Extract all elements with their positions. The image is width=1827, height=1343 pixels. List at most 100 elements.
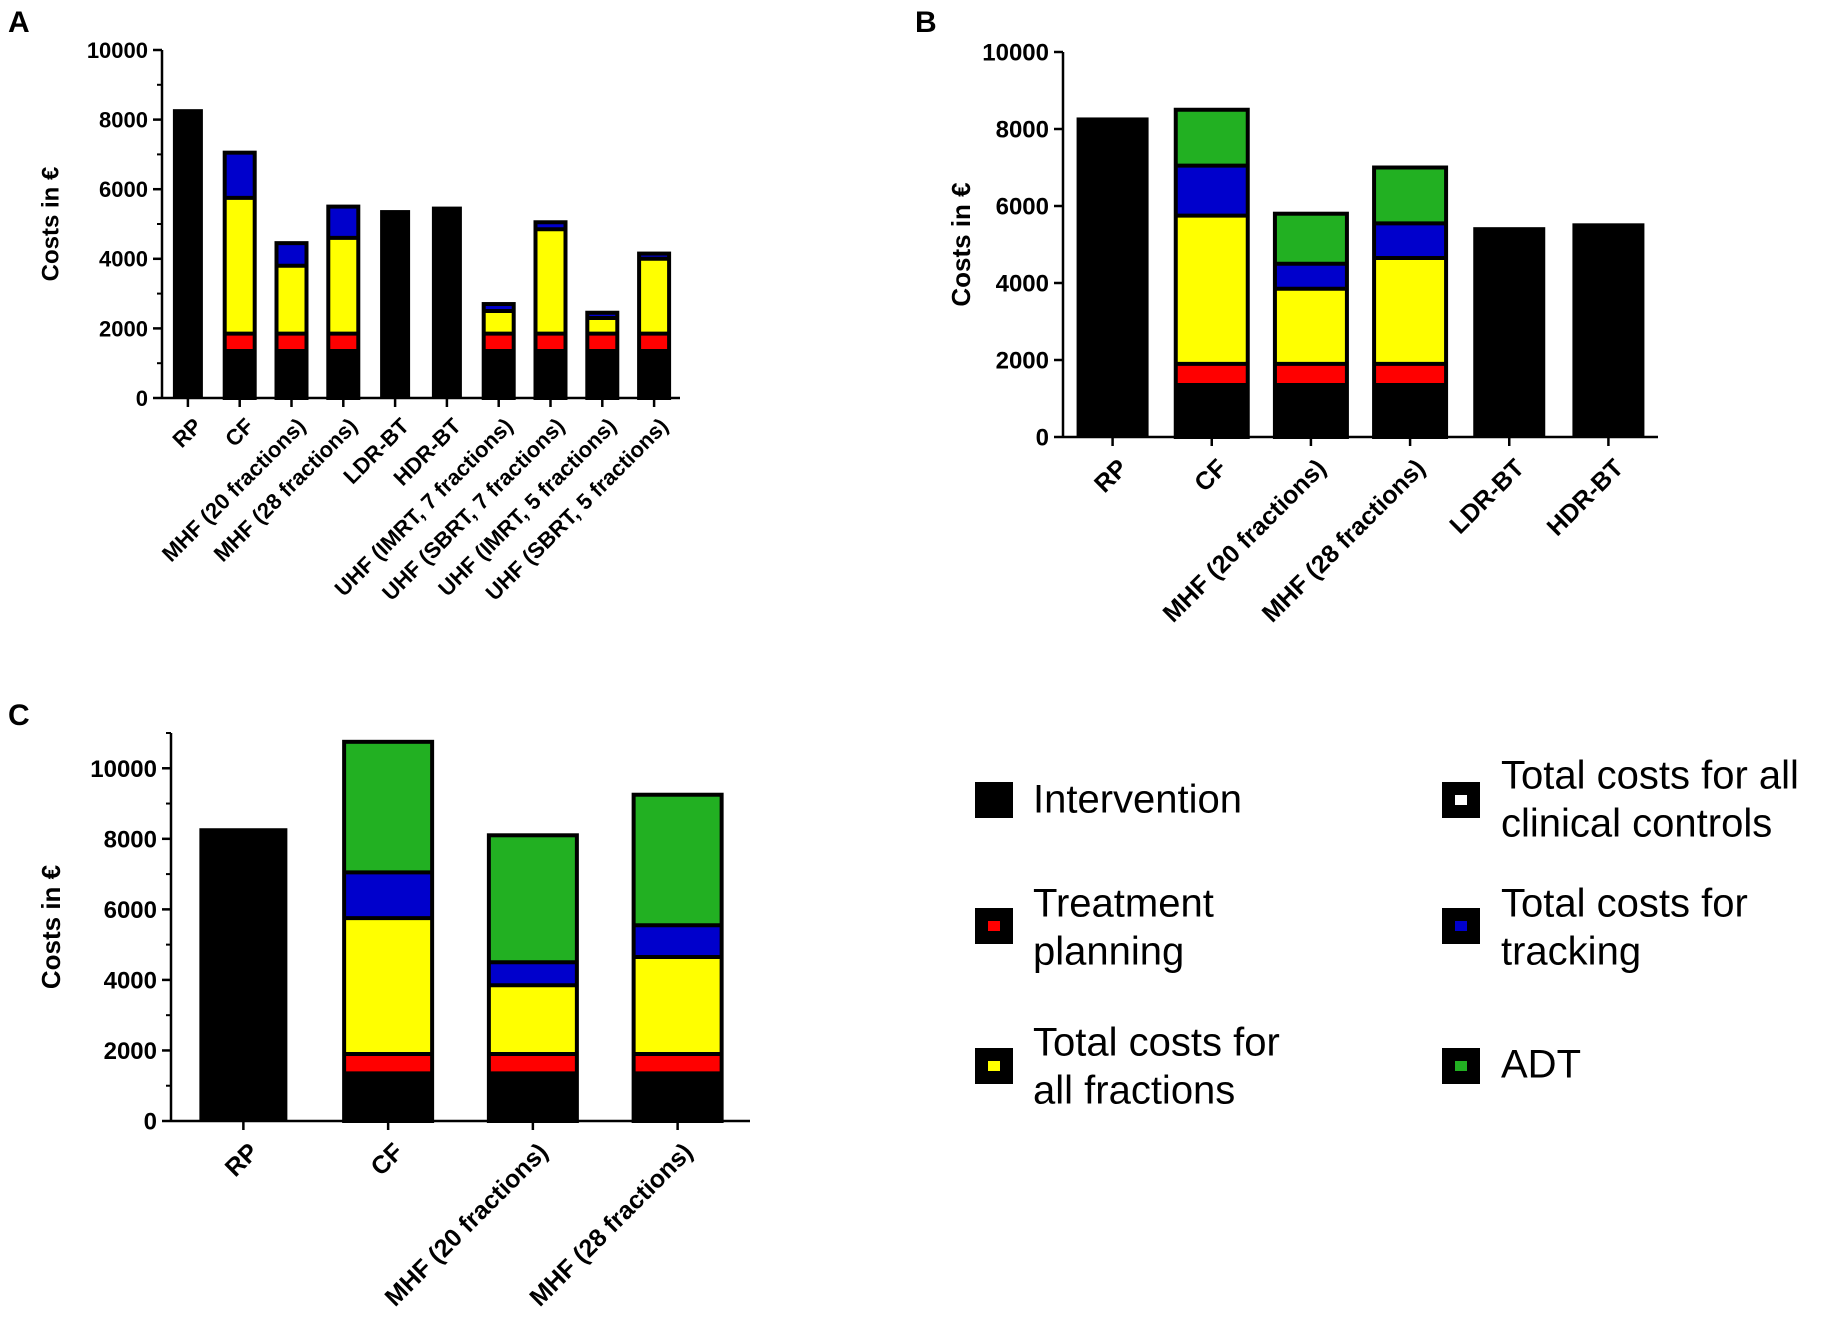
x-tick-label-c-rp: RP bbox=[220, 1138, 264, 1182]
legend-label-treatment-planning-0: Treatment bbox=[1033, 882, 1214, 926]
bar-a-uhf-imrt-7-fractions-treatment-planning bbox=[483, 333, 514, 352]
bar-a-cf-intervention bbox=[224, 351, 255, 398]
legend-label-total-costs-for-tracking-1: tracking bbox=[1501, 930, 1641, 974]
bar-a-cf-total-costs-for-all-fractions bbox=[224, 197, 255, 334]
y-tick-label-a-6000: 6000 bbox=[99, 177, 148, 202]
bar-b-mhf-20-fractions-adt bbox=[1274, 213, 1347, 264]
bar-b-cf-total-costs-for-tracking bbox=[1175, 165, 1248, 216]
bar-a-uhf-sbrt-5-fractions-treatment-planning bbox=[639, 333, 670, 352]
y-axis-title-a: Costs in € bbox=[37, 167, 64, 282]
bar-a-uhf-imrt-5-fractions-treatment-planning bbox=[587, 333, 618, 352]
y-tick-label-a-4000: 4000 bbox=[99, 247, 148, 272]
y-tick-label-c-2000: 2000 bbox=[104, 1038, 157, 1065]
bar-c-mhf-28-fractions-treatment-planning bbox=[633, 1053, 722, 1074]
y-axis-title-b: Costs in € bbox=[946, 182, 976, 306]
bar-c-mhf-20-fractions-treatment-planning bbox=[488, 1053, 577, 1074]
legend-swatch-fill-treatment-planning bbox=[988, 921, 1000, 931]
bar-a-uhf-sbrt-5-fractions-total-costs-for-tracking bbox=[639, 253, 670, 259]
x-tick-label-b-hdr-bt: HDR-BT bbox=[1542, 454, 1630, 542]
bar-b-cf-treatment-planning bbox=[1175, 363, 1248, 386]
x-tick-label-b-rp: RP bbox=[1089, 454, 1133, 498]
panel-letter-b: B bbox=[915, 6, 937, 39]
bar-c-mhf-20-fractions-adt bbox=[488, 835, 577, 963]
legend-label-total-costs-for-all-clinical-controls-0: Total costs for all bbox=[1501, 754, 1799, 798]
x-tick-label-a-rp: RP bbox=[167, 413, 206, 452]
bar-c-mhf-28-fractions-total-costs-for-tracking bbox=[633, 925, 722, 957]
panel-letter-a: A bbox=[8, 6, 30, 39]
bar-b-mhf-20-fractions-total-costs-for-all-fractions bbox=[1274, 288, 1347, 364]
y-axis-title-c: Costs in € bbox=[36, 865, 66, 989]
y-tick-label-a-8000: 8000 bbox=[99, 108, 148, 133]
bar-b-mhf-20-fractions-intervention bbox=[1274, 385, 1347, 437]
legend-swatch-fill-total-costs-for-all-fractions bbox=[988, 1061, 1000, 1071]
bar-a-uhf-sbrt-7-fractions-treatment-planning bbox=[535, 333, 566, 352]
legend-label-intervention-0: Intervention bbox=[1033, 778, 1242, 822]
bar-a-mhf-28-fractions-treatment-planning bbox=[328, 333, 359, 352]
bar-c-mhf-20-fractions-total-costs-for-tracking bbox=[488, 962, 577, 986]
bar-c-cf-treatment-planning bbox=[344, 1053, 433, 1074]
panel-letter-c: C bbox=[8, 699, 30, 732]
bar-a-mhf-20-fractions-total-costs-for-all-fractions bbox=[276, 265, 307, 334]
bar-c-mhf-20-fractions-total-costs-for-all-fractions bbox=[488, 985, 577, 1054]
bar-b-mhf-28-fractions-intervention bbox=[1374, 385, 1447, 437]
bar-a-mhf-28-fractions-total-costs-for-tracking bbox=[328, 206, 359, 238]
bar-c-cf-intervention bbox=[344, 1073, 433, 1121]
bar-b-cf-adt bbox=[1175, 109, 1248, 166]
legend-label-total-costs-for-all-fractions-1: all fractions bbox=[1033, 1069, 1235, 1113]
bar-c-mhf-28-fractions-adt bbox=[633, 794, 722, 926]
legend-label-treatment-planning-1: planning bbox=[1033, 930, 1184, 974]
bar-b-mhf-28-fractions-adt bbox=[1374, 167, 1447, 224]
y-tick-label-c-6000: 6000 bbox=[104, 897, 157, 924]
legend-label-total-costs-for-all-fractions-0: Total costs for bbox=[1033, 1021, 1280, 1065]
legend-swatch-fill-total-costs-for-tracking bbox=[1455, 921, 1467, 931]
y-tick-label-a-0: 0 bbox=[136, 386, 148, 411]
bar-a-uhf-sbrt-5-fractions-intervention bbox=[639, 351, 670, 398]
bar-a-uhf-sbrt-5-fractions-total-costs-for-all-fractions bbox=[639, 258, 670, 334]
bar-a-mhf-20-fractions-intervention bbox=[276, 351, 307, 398]
y-tick-label-c-8000: 8000 bbox=[104, 826, 157, 853]
bar-a-mhf-28-fractions-intervention bbox=[328, 351, 359, 398]
bar-c-mhf-20-fractions-intervention bbox=[488, 1073, 577, 1121]
bar-a-uhf-imrt-5-fractions-total-costs-for-all-fractions bbox=[587, 317, 618, 334]
bar-a-rp-intervention bbox=[172, 109, 203, 398]
legend-label-total-costs-for-tracking-0: Total costs for bbox=[1501, 882, 1748, 926]
x-tick-label-b-cf: CF bbox=[1189, 454, 1232, 497]
bar-c-mhf-28-fractions-intervention bbox=[633, 1073, 722, 1121]
bar-c-cf-total-costs-for-tracking bbox=[344, 872, 433, 919]
bar-c-mhf-28-fractions-total-costs-for-all-fractions bbox=[633, 956, 722, 1054]
y-tick-label-b-0: 0 bbox=[1036, 425, 1049, 452]
x-tick-label-c-cf: CF bbox=[365, 1138, 408, 1181]
bar-c-rp-intervention bbox=[199, 828, 288, 1121]
y-tick-label-c-4000: 4000 bbox=[104, 968, 157, 995]
bar-a-uhf-imrt-7-fractions-intervention bbox=[483, 351, 514, 398]
x-tick-label-b-mhf-20-fractions: MHF (20 fractions) bbox=[1158, 454, 1332, 628]
bar-b-mhf-20-fractions-total-costs-for-tracking bbox=[1274, 263, 1347, 289]
x-tick-label-c-mhf-20-fractions: MHF (20 fractions) bbox=[380, 1138, 554, 1312]
x-tick-label-b-ldr-bt: LDR-BT bbox=[1444, 454, 1530, 540]
bar-a-ldr-bt-intervention bbox=[380, 210, 411, 398]
bar-b-cf-intervention bbox=[1175, 385, 1248, 437]
legend-swatch-fill-total-costs-for-all-clinical-controls bbox=[1455, 795, 1467, 805]
x-tick-label-a-cf: CF bbox=[220, 413, 258, 451]
y-tick-label-b-6000: 6000 bbox=[996, 194, 1049, 221]
bar-b-mhf-28-fractions-total-costs-for-tracking bbox=[1374, 223, 1447, 258]
bar-a-hdr-bt-intervention bbox=[431, 206, 462, 398]
bar-a-mhf-28-fractions-total-costs-for-all-fractions bbox=[328, 237, 359, 334]
y-tick-label-b-10000: 10000 bbox=[982, 40, 1049, 67]
bar-a-uhf-imrt-5-fractions-intervention bbox=[587, 351, 618, 398]
bar-a-mhf-20-fractions-treatment-planning bbox=[276, 333, 307, 352]
bar-b-cf-total-costs-for-all-fractions bbox=[1175, 215, 1248, 364]
bar-a-uhf-sbrt-7-fractions-intervention bbox=[535, 351, 566, 398]
bar-a-uhf-sbrt-7-fractions-total-costs-for-all-fractions bbox=[535, 229, 566, 334]
y-tick-label-b-4000: 4000 bbox=[996, 271, 1049, 298]
bar-b-mhf-20-fractions-treatment-planning bbox=[1274, 363, 1347, 386]
bar-b-ldr-bt-intervention bbox=[1473, 227, 1546, 437]
bar-a-cf-treatment-planning bbox=[224, 333, 255, 352]
legend-label-adt-0: ADT bbox=[1501, 1043, 1581, 1087]
legend-swatch-intervention bbox=[975, 782, 1013, 818]
y-tick-label-b-2000: 2000 bbox=[996, 348, 1049, 375]
bar-b-rp-intervention bbox=[1076, 117, 1149, 437]
